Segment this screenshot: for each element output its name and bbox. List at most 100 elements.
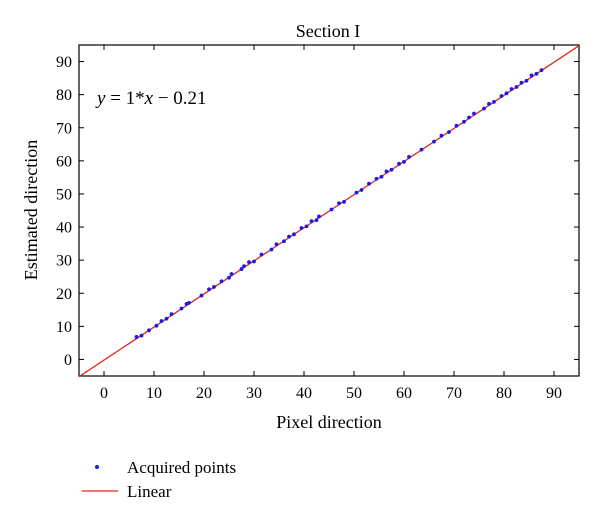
data-point: [154, 323, 159, 328]
x-tick-label: 30: [246, 385, 262, 402]
equation-x-symbol: x: [144, 88, 154, 109]
data-point: [397, 161, 401, 166]
data-point: [159, 319, 164, 323]
data-point: [229, 272, 234, 276]
data-point: [514, 85, 519, 89]
data-point: [269, 247, 274, 252]
y-tick-label: 60: [56, 153, 72, 170]
x-tick-label: 70: [446, 385, 462, 402]
legend: Acquired points Linear: [82, 458, 236, 501]
data-point: [407, 154, 411, 159]
legend-marker-acquired-points: [95, 465, 99, 469]
equation-middle: = 1*: [105, 88, 144, 109]
data-point: [439, 133, 444, 138]
data-point: [524, 78, 529, 83]
x-tick-label: 10: [146, 385, 162, 402]
data-point: [487, 102, 491, 106]
data-point: [247, 260, 251, 265]
data-point: [139, 333, 144, 338]
data-point: [274, 242, 279, 247]
data-point: [384, 169, 389, 174]
y-tick-label: 0: [64, 352, 72, 369]
data-point: [187, 300, 191, 305]
y-tick-label: 50: [56, 186, 72, 203]
data-point: [292, 232, 296, 237]
data-point: [432, 139, 436, 144]
data-point: [367, 181, 371, 186]
data-point: [147, 328, 151, 333]
data-point: [287, 234, 291, 239]
data-point: [199, 293, 204, 298]
data-point: [259, 252, 264, 257]
legend-label-linear: Linear: [127, 482, 172, 501]
data-point: [374, 176, 379, 181]
data-point: [169, 312, 174, 317]
acquired-points-series: [134, 68, 544, 339]
data-point: [219, 279, 224, 284]
plot-area: 0 10 20 30 40 50 60 70 80 90 0102030405060708090 …: [56, 44, 580, 402]
data-point: [134, 335, 139, 339]
equation-y-symbol: y: [95, 88, 106, 109]
data-point: [389, 167, 394, 172]
y-tick-label: 10: [56, 319, 72, 336]
data-point: [309, 219, 314, 223]
y-tick-label: 20: [56, 286, 72, 303]
x-tick-label: 50: [346, 385, 362, 402]
data-point: [282, 239, 286, 244]
x-tick-label: 90: [546, 385, 562, 402]
data-point: [359, 188, 364, 192]
y-tick-label: 40: [56, 220, 72, 237]
data-point: [454, 123, 459, 128]
data-point: [304, 224, 309, 229]
data-point: [492, 100, 496, 104]
data-point: [529, 73, 534, 78]
y-axis-ticks: 0 10 20 30 40 50 60 70 80 90: [56, 54, 579, 369]
equation-annotation: y = 1*x − 0.21: [95, 88, 207, 109]
data-point: [519, 80, 524, 85]
plot-frame: [78, 44, 580, 377]
data-point: [242, 264, 246, 269]
data-point: [402, 159, 406, 164]
data-point: [539, 68, 544, 73]
y-tick-label: 90: [56, 54, 72, 71]
data-point: [252, 259, 256, 264]
data-point: [314, 218, 319, 222]
data-point: [499, 94, 504, 98]
equation-tail: − 0.21: [153, 88, 206, 109]
data-point: [212, 285, 216, 289]
y-tick-label: 80: [56, 87, 72, 104]
x-tick-label: 0: [100, 385, 108, 402]
x-tick-label: 20: [196, 385, 212, 402]
data-point: [299, 226, 304, 230]
data-point: [504, 91, 509, 96]
data-point: [329, 207, 334, 212]
data-point: [509, 87, 514, 91]
data-point: [472, 111, 476, 116]
data-point: [342, 199, 346, 204]
y-tick-label: 70: [56, 120, 72, 137]
y-axis-label: Estimated direction: [21, 140, 41, 280]
data-point: [179, 306, 184, 311]
data-point: [467, 115, 471, 120]
data-point: [354, 190, 359, 195]
x-tick-label: 40: [296, 385, 312, 402]
x-tick-label: 80: [496, 385, 512, 402]
x-axis-ticks: 0 10 20 30 40 50 60 70 80 90: [100, 45, 562, 402]
x-axis-label: Pixel direction: [276, 412, 381, 432]
data-point: [337, 201, 341, 206]
data-point: [482, 106, 486, 111]
data-point: [317, 214, 321, 219]
data-point: [164, 316, 169, 321]
data-point: [239, 267, 244, 271]
x-tick-label: 60: [396, 385, 412, 402]
data-point: [379, 174, 384, 179]
data-point: [534, 71, 539, 76]
data-point: [207, 287, 211, 292]
chart-title: Section I: [296, 21, 361, 41]
legend-label-acquired-points: Acquired points: [127, 458, 236, 477]
data-point: [419, 147, 424, 152]
data-point: [447, 130, 451, 134]
y-tick-label: 30: [56, 253, 72, 270]
data-point: [462, 119, 466, 124]
